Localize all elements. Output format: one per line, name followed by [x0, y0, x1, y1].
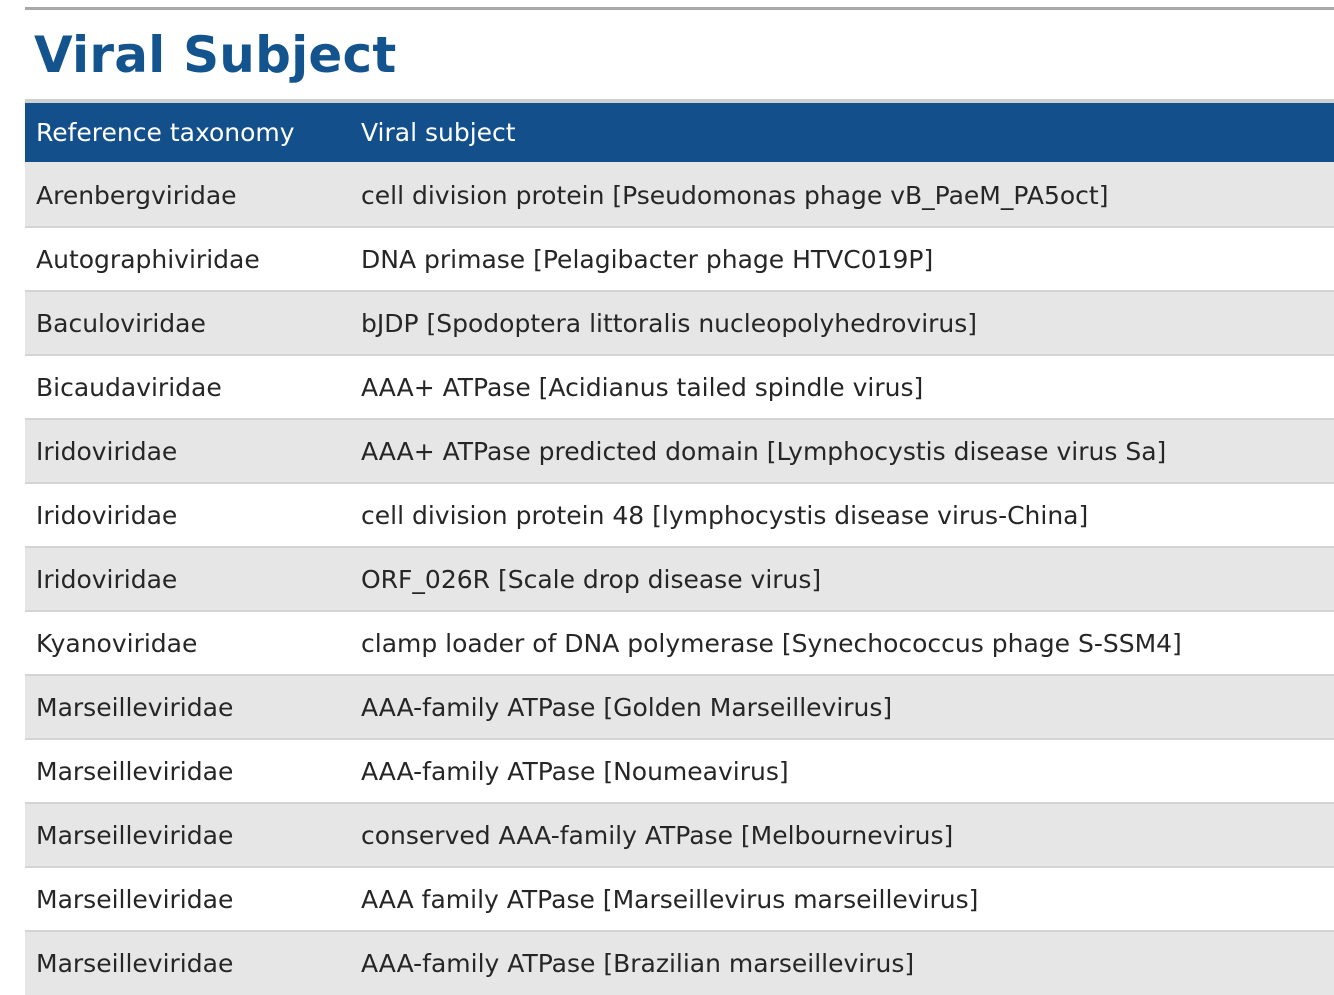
table-row: Bicaudaviridae AAA+ ATPase [Acidianus tai…	[25, 354, 1334, 419]
reference-taxonomy-cell: Baculoviridae	[25, 290, 351, 355]
reference-taxonomy-cell: Kyanoviridae	[25, 610, 351, 675]
table-row: Marseilleviridae AAA-family ATPase [Noume…	[25, 738, 1334, 803]
table-header: Reference taxonomy Viral subject	[25, 103, 1334, 163]
viral-subject-cell: DNA primase [Pelagibacter phage HTVC019P…	[351, 226, 1334, 291]
viral-subject-cell: AAA-family ATPase [Brazilian marseillevi…	[351, 930, 1334, 995]
top-divider	[25, 7, 1334, 10]
table-row: Marseilleviridae AAA-family ATPase [Brazi…	[25, 930, 1334, 995]
viral-subject-cell: bJDP [Spodoptera littoralis nucleopolyhe…	[351, 290, 1334, 355]
viral-subject-cell: conserved AAA-family ATPase [Melbournevi…	[351, 802, 1334, 867]
table-row: Kyanoviridae clamp loader of DNA polymera…	[25, 610, 1334, 675]
column-header-reference-taxonomy[interactable]: Reference taxonomy	[36, 118, 295, 147]
table-row: Arenbergviridae cell division protein [Ps…	[25, 162, 1334, 227]
reference-taxonomy-cell: Iridoviridae	[25, 482, 351, 547]
table-row: Marseilleviridae AAA family ATPase [Marse…	[25, 866, 1334, 931]
viral-subject-cell: cell division protein 48 [lymphocystis d…	[351, 482, 1334, 547]
reference-taxonomy-cell: Marseilleviridae	[25, 930, 351, 995]
table-row: Iridoviridae cell division protein 48 [ly…	[25, 482, 1334, 547]
reference-taxonomy-cell: Autographiviridae	[25, 226, 351, 291]
viral-subject-cell: AAA-family ATPase [Golden Marseillevirus…	[351, 674, 1334, 739]
viral-subject-cell: AAA-family ATPase [Noumeavirus]	[351, 738, 1334, 803]
reference-taxonomy-cell: Marseilleviridae	[25, 802, 351, 867]
viral-subject-cell: AAA+ ATPase [Acidianus tailed spindle vi…	[351, 354, 1334, 419]
viral-subject-cell: clamp loader of DNA polymerase [Synechoc…	[351, 610, 1334, 675]
reference-taxonomy-cell: Bicaudaviridae	[25, 354, 351, 419]
table-row: Baculoviridae bJDP [Spodoptera littoralis…	[25, 290, 1334, 355]
viral-subject-cell: ORF_026R [Scale drop disease virus]	[351, 546, 1334, 611]
reference-taxonomy-cell: Marseilleviridae	[25, 674, 351, 739]
table-top-divider	[25, 99, 1334, 103]
viral-subject-cell: cell division protein [Pseudomonas phage…	[351, 162, 1334, 227]
section-title: Viral Subject	[34, 26, 397, 84]
table-row: Autographiviridae DNA primase [Pelagibact…	[25, 226, 1334, 291]
reference-taxonomy-cell: Marseilleviridae	[25, 738, 351, 803]
table-header-row: Reference taxonomy Viral subject	[25, 103, 1334, 163]
viral-subject-cell: AAA+ ATPase predicted domain [Lymphocyst…	[351, 418, 1334, 483]
reference-taxonomy-cell: Iridoviridae	[25, 546, 351, 611]
reference-taxonomy-cell: Iridoviridae	[25, 418, 351, 483]
table-row: Iridoviridae ORF_026R [Scale drop disease…	[25, 546, 1334, 611]
table-row: Marseilleviridae conserved AAA-family ATP…	[25, 802, 1334, 867]
table-row: Marseilleviridae AAA-family ATPase [Golde…	[25, 674, 1334, 739]
column-header-viral-subject[interactable]: Viral subject	[361, 118, 516, 147]
table-row: Iridoviridae AAA+ ATPase predicted domain…	[25, 418, 1334, 483]
reference-taxonomy-cell: Marseilleviridae	[25, 866, 351, 931]
viral-subject-cell: AAA family ATPase [Marseillevirus marsei…	[351, 866, 1334, 931]
viral-subject-table: Reference taxonomy Viral subject Arenber…	[25, 103, 1334, 995]
reference-taxonomy-cell: Arenbergviridae	[25, 162, 351, 227]
table-body: Arenbergviridae cell division protein [Ps…	[25, 162, 1334, 995]
viral-subject-table-container: Reference taxonomy Viral subject Arenber…	[25, 99, 1334, 995]
